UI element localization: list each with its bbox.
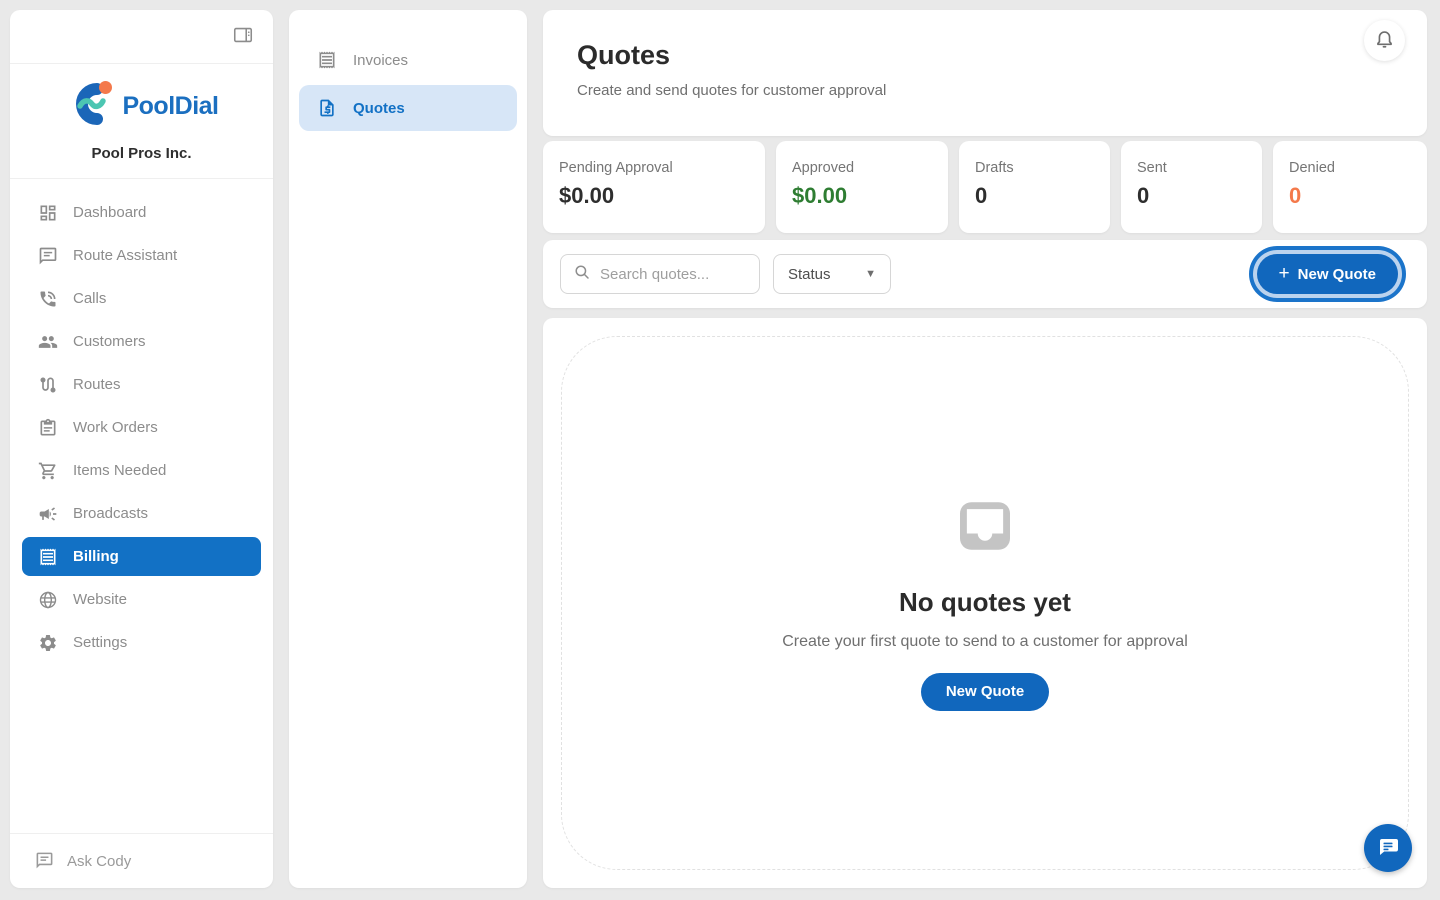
sidebar-item-billing[interactable]: Billing [22, 537, 261, 576]
stats-row: Pending Approval $0.00 Approved $0.00 Dr… [543, 141, 1427, 233]
dashboard-icon [37, 202, 59, 224]
stat-label: Approved [792, 160, 855, 176]
sidebar-item-label: Work Orders [73, 419, 158, 436]
stat-value: $0.00 [792, 183, 848, 208]
stat-card-approved: Approved $0.00 [776, 141, 948, 233]
new-quote-button[interactable]: + New Quote [1256, 254, 1398, 294]
brand: PoolDial Pool Pros Inc. [10, 64, 273, 179]
sidebar-item-label: Dashboard [73, 204, 147, 221]
phone-icon [37, 288, 59, 310]
sidebar-nav: Dashboard Route Assistant Calls Customer… [10, 179, 273, 833]
search-icon [573, 263, 591, 286]
bell-icon [1374, 29, 1395, 53]
subnav-item-quotes[interactable]: Quotes [299, 85, 517, 131]
empty-state: No quotes yet Create your first quote to… [561, 336, 1409, 870]
route-icon [37, 374, 59, 396]
sidebar-item-settings[interactable]: Settings [22, 623, 261, 662]
quotes-list-panel: No quotes yet Create your first quote to… [543, 318, 1427, 888]
page-header: Quotes Create and send quotes for custom… [543, 10, 1427, 136]
people-icon [37, 331, 59, 353]
sidebar-item-items-needed[interactable]: Items Needed [22, 451, 261, 490]
receipt-icon [37, 546, 59, 568]
search-quotes-input[interactable] [600, 265, 747, 283]
cart-icon [37, 460, 59, 482]
stat-value: 0 [1137, 183, 1150, 208]
page-subtitle: Create and send quotes for customer appr… [577, 82, 887, 99]
sidebar-item-label: Settings [73, 634, 128, 651]
main-content: Quotes Create and send quotes for custom… [543, 10, 1427, 888]
stat-label: Denied [1289, 160, 1335, 176]
sidebar-item-label: Website [73, 591, 127, 608]
stat-label: Pending Approval [559, 160, 673, 176]
app-logo: PoolDial [10, 80, 273, 133]
stat-value: 0 [975, 183, 988, 208]
sidebar-item-label: Customers [73, 333, 146, 350]
sidebar-item-work-orders[interactable]: Work Orders [22, 408, 261, 447]
page-title: Quotes [577, 40, 671, 70]
stat-card-pending-approval: Pending Approval $0.00 [543, 141, 765, 233]
company-name: Pool Pros Inc. [91, 145, 192, 162]
stat-card-denied: Denied 0 [1273, 141, 1427, 233]
globe-icon [37, 589, 59, 611]
subnav-item-label: Quotes [353, 99, 405, 117]
sidebar-item-customers[interactable]: Customers [22, 322, 261, 361]
empty-state-subtitle: Create your first quote to send to a cus… [782, 632, 1188, 650]
app-logo-text: PoolDial [122, 92, 219, 120]
megaphone-icon [37, 503, 59, 525]
sidebar: PoolDial Pool Pros Inc. Dashboard Route … [10, 10, 273, 888]
stat-label: Drafts [975, 160, 1014, 176]
pooldial-logo-icon [64, 80, 116, 133]
sidebar-item-dashboard[interactable]: Dashboard [22, 193, 261, 232]
stat-value: $0.00 [559, 183, 615, 208]
new-quote-button-label: New Quote [945, 683, 1025, 700]
ask-cody-label: Ask Cody [67, 852, 132, 870]
gear-icon [37, 632, 59, 654]
clipboard-icon [37, 417, 59, 439]
chat-bubble-icon [1376, 835, 1400, 862]
sidebar-item-calls[interactable]: Calls [22, 279, 261, 318]
status-select[interactable]: Status ▼ [773, 254, 891, 294]
notifications-button[interactable] [1364, 20, 1405, 61]
panel-toggle-icon [232, 24, 254, 49]
sidebar-item-broadcasts[interactable]: Broadcasts [22, 494, 261, 533]
sidebar-item-label: Billing [73, 548, 119, 565]
billing-subnav: Invoices Quotes [289, 10, 527, 888]
plus-icon: + [1278, 262, 1290, 284]
status-select-value: Status [788, 265, 831, 283]
subnav-item-invoices[interactable]: Invoices [299, 37, 517, 83]
quotes-toolbar: Status ▼ + New Quote [543, 240, 1427, 308]
sidebar-item-label: Calls [73, 290, 107, 307]
receipt-icon [316, 50, 337, 71]
sidebar-top-bar [10, 10, 273, 64]
sidebar-item-route-assistant[interactable]: Route Assistant [22, 236, 261, 275]
chat-icon [34, 851, 54, 871]
empty-state-new-quote-button[interactable]: New Quote [920, 672, 1050, 711]
new-quote-button-label: New Quote [1297, 265, 1376, 283]
sidebar-item-label: Route Assistant [73, 247, 178, 264]
sidebar-item-routes[interactable]: Routes [22, 365, 261, 404]
ask-cody-button[interactable]: Ask Cody [34, 851, 131, 871]
sidebar-item-label: Items Needed [73, 462, 167, 479]
sidebar-item-label: Routes [73, 376, 121, 393]
chevron-down-icon: ▼ [865, 268, 876, 280]
stat-card-drafts: Drafts 0 [959, 141, 1110, 233]
inbox-icon [954, 496, 1016, 561]
subnav-item-label: Invoices [353, 51, 409, 69]
stat-card-sent: Sent 0 [1121, 141, 1262, 233]
stat-label: Sent [1137, 160, 1167, 176]
sidebar-footer: Ask Cody [10, 833, 273, 888]
chat-icon [37, 245, 59, 267]
empty-state-title: No quotes yet [899, 586, 1071, 617]
stat-value: 0 [1289, 183, 1302, 208]
sidebar-item-website[interactable]: Website [22, 580, 261, 619]
quote-document-icon [316, 98, 337, 119]
search-box [560, 254, 760, 294]
chat-widget-button[interactable] [1364, 824, 1412, 872]
sidebar-item-label: Broadcasts [73, 505, 149, 522]
collapse-sidebar-button[interactable] [226, 20, 260, 54]
